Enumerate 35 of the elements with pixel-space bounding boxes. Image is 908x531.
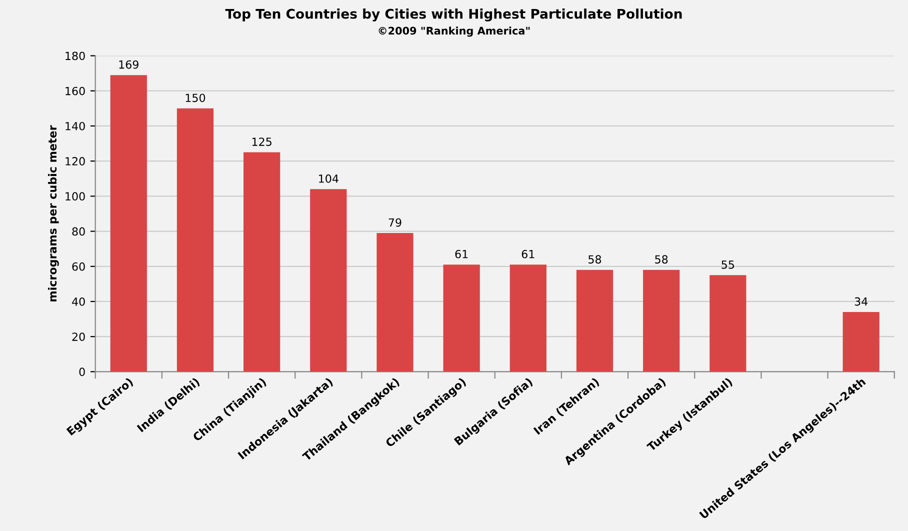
y-axis-title: micrograms per cubic meter (48, 125, 59, 302)
data-label: 58 (655, 255, 668, 264)
bar (643, 270, 680, 372)
bar (510, 264, 546, 372)
data-label: 79 (388, 218, 402, 227)
bar (376, 233, 414, 372)
y-tick-label: 100 (66, 192, 85, 201)
data-label: 55 (722, 260, 734, 269)
data-label: 58 (588, 255, 602, 264)
y-tick-label: 180 (66, 52, 85, 60)
y-tick-label: 140 (66, 122, 85, 130)
y-tick-label: 20 (72, 332, 85, 341)
data-label: 169 (119, 60, 138, 69)
y-tick-label: 60 (72, 262, 85, 271)
chart-subtitle: ©2009 "Ranking America" (378, 26, 530, 37)
bar (243, 152, 280, 372)
bar (310, 189, 347, 372)
bar (443, 264, 480, 372)
y-tick-label: 120 (66, 157, 85, 166)
bar (110, 75, 147, 372)
y-tick-label: 80 (72, 227, 85, 236)
chart-title: Top Ten Countries by Cities with Highest Particulate Pollution (225, 8, 682, 22)
y-tick-label: 160 (66, 86, 85, 96)
y-tick-label: 0 (79, 368, 85, 376)
data-label: 34 (854, 297, 868, 306)
data-label: 125 (252, 138, 272, 146)
y-tick-label: 40 (72, 297, 85, 306)
data-label: 61 (522, 250, 534, 258)
data-label: 61 (455, 250, 468, 258)
bar (576, 270, 614, 372)
bar (842, 312, 880, 372)
data-label: 150 (186, 94, 206, 102)
bar (710, 275, 746, 372)
bar (176, 108, 214, 372)
data-label: 104 (319, 174, 338, 183)
